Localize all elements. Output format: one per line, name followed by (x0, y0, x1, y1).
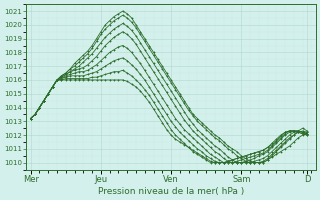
X-axis label: Pression niveau de la mer( hPa ): Pression niveau de la mer( hPa ) (98, 187, 244, 196)
